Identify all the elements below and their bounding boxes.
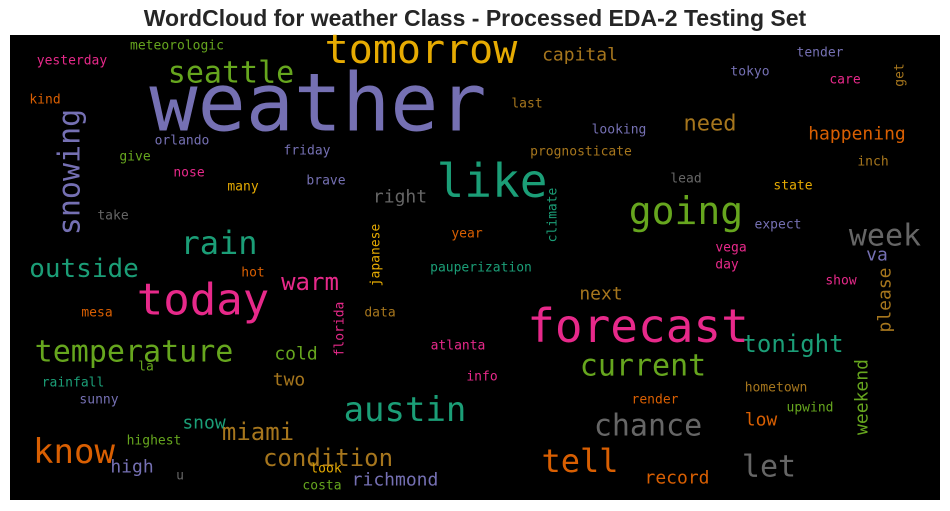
word: tender [797,46,844,61]
word: inch [857,155,888,170]
word: next [579,284,622,305]
word: tell [541,442,618,480]
word: mesa [81,306,112,321]
word: hot [241,266,264,281]
word: sunny [79,393,118,408]
word: going [629,189,743,233]
word: florida [333,302,348,357]
word: tomorrow [325,27,519,73]
word: care [829,73,860,88]
word: right [373,187,427,208]
word: year [451,227,482,242]
word: rainfall [42,376,105,391]
word: friday [284,144,331,159]
word: japanese [369,224,384,287]
word: state [773,179,812,194]
word: looking [592,123,647,138]
word: nose [173,166,204,181]
word: va [866,245,888,266]
word: data [364,306,395,321]
word: kind [29,93,60,108]
word: richmond [352,470,439,491]
word: u [176,469,184,484]
word: warm [281,268,339,296]
word: expect [755,218,802,233]
word: snow [182,413,226,434]
word: know [33,432,115,472]
word: let [742,450,796,485]
word: pauperization [430,261,532,276]
word: temperature [35,335,234,370]
word: look [310,462,341,477]
word: render [632,393,679,408]
word: please [875,267,896,332]
word: condition [263,444,393,472]
word: week [849,219,921,254]
word: snowing [53,109,88,235]
word: cold [274,344,317,365]
word: vega [715,241,746,256]
word: low [745,410,778,431]
word: prognosticate [530,145,632,160]
word: outside [29,254,139,284]
word: like [437,154,548,208]
word: high [110,457,153,478]
word: yesterday [37,54,108,69]
word: climate [546,187,561,242]
word: weekend [852,359,873,435]
word: many [227,180,258,195]
word: meteorologic [130,39,224,54]
word: seattle [168,56,294,91]
word: tokyo [730,65,769,80]
word: today [137,275,269,326]
word: show [825,274,856,289]
word: take [97,209,128,224]
word: la [138,360,154,375]
word: tonight [742,330,843,358]
cloud-background [10,35,940,500]
word: atlanta [431,339,486,354]
word: rain [180,224,257,262]
word: upwind [787,401,834,416]
word: record [644,468,709,489]
word: weather [149,57,486,150]
word: forecast [527,299,749,353]
chart-title: WordCloud for weather Class - Processed … [144,5,807,31]
word: need [684,112,737,137]
word: two [273,370,306,391]
word: brave [306,174,345,189]
word: last [511,97,542,112]
word: austin [344,390,467,430]
word: happening [808,124,906,145]
word: miami [222,418,294,446]
word: highest [127,434,182,449]
word: day [715,258,739,273]
word: current [580,349,706,384]
word: capital [542,45,618,66]
word: get [893,63,908,86]
word: orlando [155,134,210,149]
word: costa [302,479,341,494]
word: chance [594,409,702,444]
word: info [466,370,497,385]
word: lead [670,172,701,187]
word: give [119,150,150,165]
word: hometown [745,381,808,396]
